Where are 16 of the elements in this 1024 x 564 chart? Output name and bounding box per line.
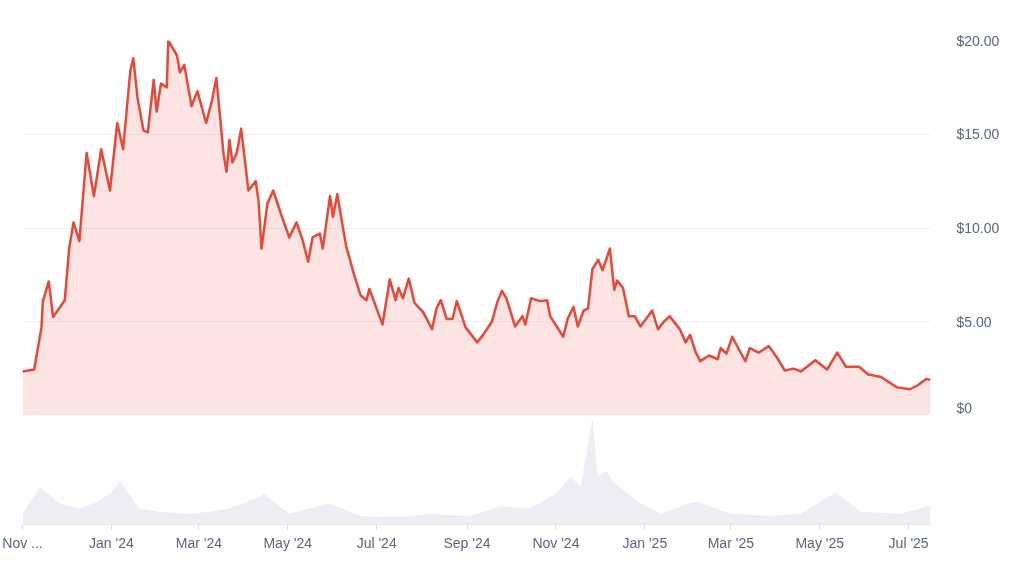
y-tick-label: $5.00 xyxy=(956,313,992,330)
y-tick-label: $10.00 xyxy=(956,220,1000,236)
x-tick-label: Mar '24 xyxy=(175,534,223,551)
x-tick-label: Sep '24 xyxy=(443,534,491,551)
y-tick-label: $15.00 xyxy=(956,126,1000,143)
x-tick-label: Jul '24 xyxy=(356,534,397,551)
x-tick-label: May '24 xyxy=(263,534,313,551)
x-tick-label: Jan '24 xyxy=(89,534,134,551)
x-tick-label: Nov '24 xyxy=(532,534,580,551)
y-tick-label: $20.00 xyxy=(956,32,1000,49)
x-tick-label: Jan '25 xyxy=(622,534,668,551)
x-tick-label: Mar '25 xyxy=(707,534,755,551)
x-tick-label: Jul '25 xyxy=(888,534,929,551)
x-tick-label: May '25 xyxy=(795,534,845,551)
y-tick-label: $0 xyxy=(956,399,973,416)
x-tick-label: Nov ... xyxy=(2,534,43,551)
